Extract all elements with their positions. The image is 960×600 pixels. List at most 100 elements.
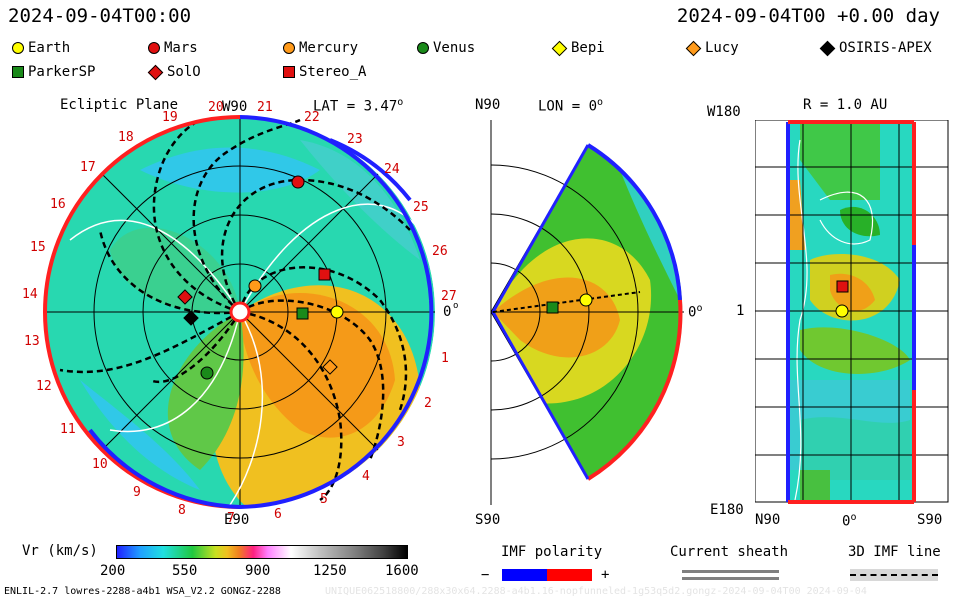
- sun-icon: [229, 301, 251, 323]
- latlon-plot: [755, 120, 949, 504]
- carrington-10: 10: [92, 457, 108, 472]
- earth-marker: [835, 304, 849, 318]
- bepi-marker-icon: [551, 40, 568, 56]
- venus-marker-icon: [417, 42, 429, 54]
- carrington-rotation-labels: 1 2 3 4 5 6 7 8 9 10 11 12 13 14 15 16 1…: [22, 100, 457, 526]
- zero-label: 0: [688, 304, 697, 321]
- sector-boundaries: [69, 203, 421, 506]
- carrington-24: 24: [384, 162, 400, 177]
- solo-marker-icon: [147, 64, 164, 80]
- imf-minus-sign: −: [481, 567, 490, 583]
- degree-mark: o: [597, 97, 604, 108]
- carrington-25: 25: [413, 200, 429, 215]
- stereo-a-marker-icon: [283, 66, 295, 78]
- venus-marker: [200, 366, 214, 380]
- carrington-19: 19: [162, 110, 178, 125]
- carrington-7: 7: [227, 511, 235, 526]
- legend-label: Lucy: [705, 40, 739, 56]
- rim-negative-lower: [239, 299, 434, 509]
- legend-label: SolO: [167, 64, 201, 80]
- sheath-line-lower: [682, 577, 779, 580]
- latlon-tick-zero: 0o: [842, 512, 856, 530]
- mercury-marker: [248, 279, 262, 293]
- carrington-1: 1: [441, 351, 449, 366]
- label-zero: 0: [443, 304, 451, 320]
- zero-label: 0: [842, 513, 851, 530]
- meridional-lon-label: LON = 0o: [538, 97, 603, 115]
- colorbar-tick-550: 550: [172, 563, 198, 579]
- mercury-marker-icon: [283, 42, 295, 54]
- legend-stereo-a: Stereo_A: [283, 64, 366, 80]
- carrington-6: 6: [274, 507, 282, 522]
- legend-osiris-apex: OSIRIS-APEX: [819, 40, 932, 56]
- imf-plus-sign: +: [601, 567, 610, 583]
- legend-earth: Earth: [12, 40, 70, 56]
- colorbar-label: Vr (km/s): [22, 543, 98, 559]
- datetime-left: 2024-09-04T00:00: [8, 5, 192, 27]
- carrington-26: 26: [432, 244, 448, 259]
- imf-negative-swatch: [502, 569, 547, 581]
- legend-label: Stereo_A: [299, 64, 367, 80]
- colorbar-tick-200: 200: [100, 563, 126, 579]
- imf-polarity-title: IMF polarity: [501, 544, 603, 560]
- meridional-top-label: N90: [475, 97, 501, 113]
- latlon-tick-n90: N90: [755, 512, 781, 528]
- latlon-title: R = 1.0 AU: [803, 97, 888, 113]
- object-legend: Earth Mars Mercury Venus Bepi Lucy OSIRI…: [0, 38, 960, 82]
- carrington-18: 18: [118, 130, 134, 145]
- stereo-a-marker: [836, 280, 849, 293]
- ecliptic-plane-plot: W90 E90 0 o 1 2 3 4 5 6 7 8 9 10 11 12 1…: [22, 99, 458, 528]
- meridional-imf-line: [492, 291, 641, 313]
- meridional-rim-negative: [586, 143, 682, 301]
- ecliptic-title: Ecliptic Plane: [60, 97, 179, 113]
- colorbar-tick-900: 900: [245, 563, 271, 579]
- carrington-27: 27: [441, 289, 457, 304]
- rim-negative: [239, 115, 433, 301]
- osiris-apex-marker: [183, 310, 199, 326]
- carrington-2: 2: [424, 396, 432, 411]
- carrington-12: 12: [36, 379, 52, 394]
- parkersp-marker: [296, 307, 309, 320]
- carrington-16: 16: [50, 197, 66, 212]
- legend-mercury: Mercury: [283, 40, 358, 56]
- colorbar-tick-1250: 1250: [313, 563, 347, 579]
- solo-marker: [177, 289, 193, 305]
- osiris-apex-marker-icon: [819, 40, 836, 56]
- legend-label: Venus: [433, 40, 476, 56]
- stereo-a-marker: [318, 268, 331, 281]
- latlon-top-left: W180: [707, 104, 741, 120]
- lat-value: LAT = 3.47: [313, 98, 398, 115]
- degree-mark: o: [850, 512, 857, 523]
- legend-label: Mercury: [299, 40, 359, 56]
- carrington-4: 4: [362, 469, 370, 484]
- imf-positive-swatch: [547, 569, 592, 581]
- carrington-9: 9: [133, 485, 141, 500]
- footer-right: UNIQUE062518800/288x30x64.2288-a4b1.16-n…: [325, 586, 867, 597]
- carrington-11: 11: [60, 422, 76, 437]
- legend-bepi: Bepi: [551, 40, 605, 56]
- carrington-17: 17: [80, 160, 96, 175]
- sheath-line-upper: [682, 570, 779, 573]
- parkersp-marker: [546, 301, 559, 314]
- latlon-bottom-left: E180: [710, 502, 744, 518]
- latlon-mid-left: 1: [736, 303, 745, 319]
- carrington-8: 8: [178, 503, 186, 518]
- lucy-marker-icon: [685, 40, 702, 56]
- legend-label: OSIRIS-APEX: [839, 40, 932, 56]
- degree-mark: o: [696, 303, 703, 314]
- colorbar-tick-1600: 1600: [385, 563, 419, 579]
- lon-value: LON = 0: [538, 98, 598, 115]
- carrington-14: 14: [22, 287, 38, 302]
- carrington-22: 22: [304, 110, 320, 125]
- meridional-plot: [490, 120, 684, 505]
- legend-label: ParkerSP: [28, 64, 96, 80]
- legend-mars: Mars: [148, 40, 198, 56]
- vr-colorbar: [116, 545, 408, 559]
- current-sheath-title: Current sheath: [670, 544, 789, 560]
- legend-label: Bepi: [571, 40, 605, 56]
- degree-mark: o: [397, 97, 404, 108]
- rim-positive: [43, 115, 241, 509]
- meridional-rim-positive: [586, 299, 683, 481]
- carrington-20: 20: [208, 100, 224, 115]
- legend-parkersp: ParkerSP: [12, 64, 95, 80]
